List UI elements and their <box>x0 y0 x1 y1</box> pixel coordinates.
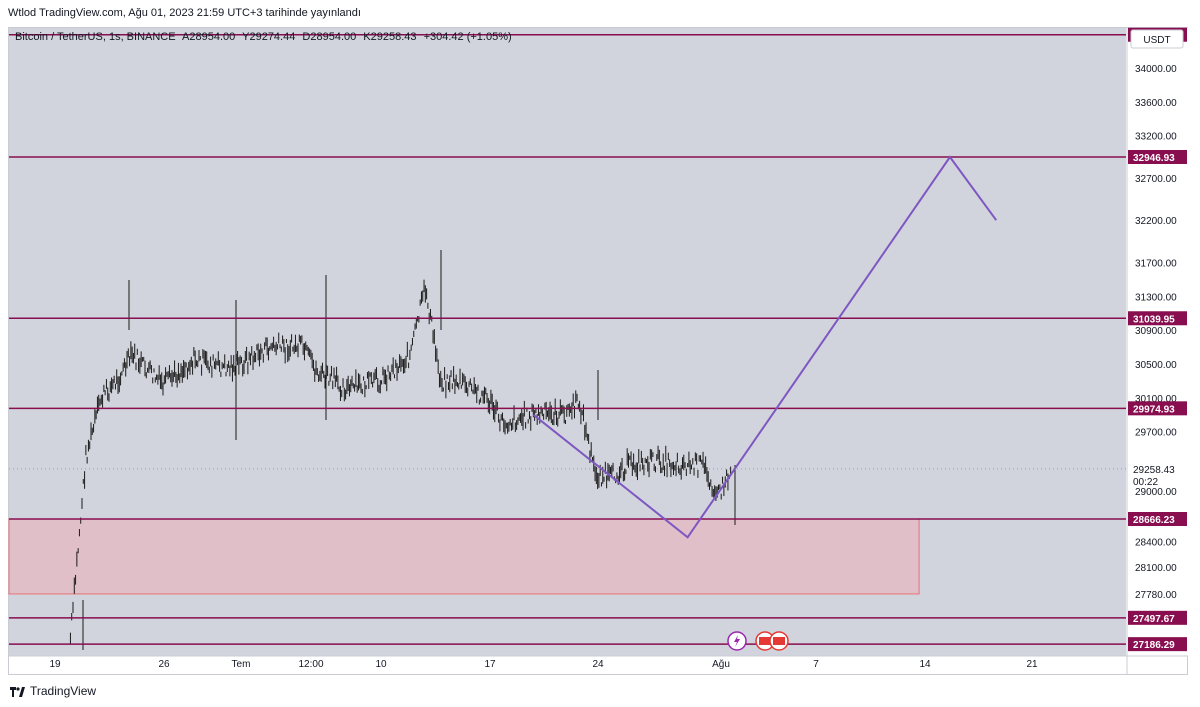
legend-symbol: Bitcoin / TetherUS, 1s, BINANCE <box>15 31 176 43</box>
symbol-legend: Bitcoin / TetherUS, 1s, BINANCE A28954.0… <box>15 31 516 43</box>
us-flag-icon <box>759 637 771 645</box>
us-flag-icon <box>773 637 785 645</box>
x-tick-label: 19 <box>49 659 61 670</box>
publish-info: Wtlod TradingView.com, Ağu 01, 2023 21:5… <box>8 7 361 19</box>
legend-high: Y29274.44 <box>242 31 296 43</box>
demand-zone <box>8 518 920 595</box>
price-candles <box>69 250 736 650</box>
y-tick-label: 31300.00 <box>1135 292 1177 303</box>
projection-path[interactable] <box>532 155 998 539</box>
y-tick-label: 30100.00 <box>1135 394 1177 405</box>
currency-button[interactable] <box>1130 29 1184 49</box>
price-axis <box>1127 28 1188 656</box>
level-label: 27497.67 <box>1133 614 1175 625</box>
y-tick-label: 30900.00 <box>1135 326 1177 337</box>
level-label: 29974.93 <box>1133 404 1175 415</box>
tradingview-footer[interactable]: TradingView <box>10 684 96 698</box>
x-tick-label: 7 <box>813 659 819 670</box>
y-tick-label: 29700.00 <box>1135 428 1177 439</box>
x-tick-label: 14 <box>919 659 931 670</box>
x-tick-label: Ağu <box>712 659 730 670</box>
y-tick-label: 27780.00 <box>1135 590 1177 601</box>
legend-change: +304.42 (+1.05%) <box>423 31 512 43</box>
x-tick-label: 26 <box>158 659 170 670</box>
legend-low: D28954.00 <box>302 31 357 43</box>
footer-brand: TradingView <box>30 684 97 698</box>
tradingview-logo-icon <box>10 686 25 697</box>
y-tick-label: 32700.00 <box>1135 174 1177 185</box>
plot-area <box>9 28 1126 656</box>
level-label: 27186.29 <box>1133 640 1175 651</box>
level-label-bg <box>1128 610 1187 625</box>
last-price-label: 29258.43 <box>1133 465 1175 476</box>
y-tick-label: 28400.00 <box>1135 538 1177 549</box>
level-label-bg <box>1128 311 1187 326</box>
last-price-box <box>1128 461 1187 488</box>
y-tick-label: 33600.00 <box>1135 98 1177 109</box>
level-label-bg <box>1128 401 1187 416</box>
level-label-bg <box>1128 512 1187 526</box>
flash-icon <box>734 635 740 647</box>
level-label: 32946.93 <box>1133 153 1175 164</box>
level-label-bg <box>1128 150 1187 164</box>
x-tick-label: 17 <box>484 659 496 670</box>
level-label: 28666.23 <box>1133 515 1175 526</box>
y-tick-label: 33200.00 <box>1135 132 1177 143</box>
y-tick-label: 29000.00 <box>1135 487 1177 498</box>
legend-close: K29258.43 <box>363 31 417 43</box>
y-tick-label: 32200.00 <box>1135 216 1177 227</box>
currency-button-label[interactable]: USDT <box>1143 35 1170 46</box>
level-label-bg <box>1128 637 1187 652</box>
x-tick-label: 12:00 <box>298 659 323 670</box>
x-tick-label: 10 <box>375 659 387 670</box>
y-tick-label: 31700.00 <box>1135 258 1177 269</box>
y-tick-label: 28100.00 <box>1135 563 1177 574</box>
x-tick-label: 24 <box>592 659 604 670</box>
x-tick-label: Tem <box>232 659 251 670</box>
level-label: 31039.95 <box>1133 314 1175 325</box>
y-tick-label: 34000.00 <box>1135 64 1177 75</box>
last-price-timer: 00:22 <box>1133 477 1158 488</box>
y-tick-label: 30500.00 <box>1135 360 1177 371</box>
legend-open: A28954.00 <box>182 31 236 43</box>
x-tick-label: 21 <box>1026 659 1038 670</box>
